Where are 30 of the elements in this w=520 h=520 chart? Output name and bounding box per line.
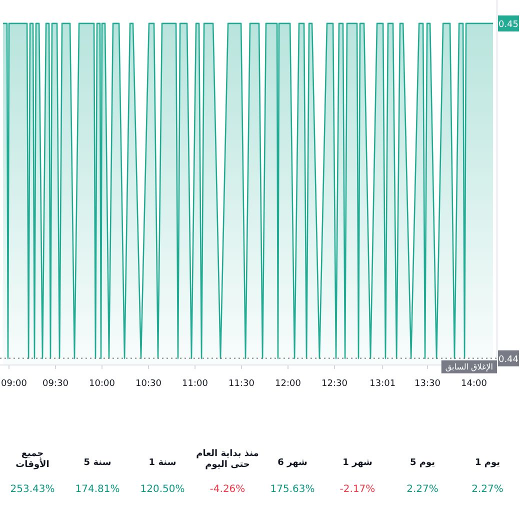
category-label: 1 شهر — [342, 458, 373, 468]
category-label: 5 سنة — [84, 458, 112, 468]
x-tick-label: 13:01 — [370, 379, 396, 389]
x-tick-label: 11:00 — [182, 379, 208, 389]
x-tick-label: 09:30 — [42, 379, 69, 389]
x-tick-label: 13:30 — [414, 379, 441, 389]
data-label: -2.17% — [340, 484, 376, 495]
y-tick-label: 0.44 — [498, 354, 519, 365]
x-tick-label: 09:00 — [1, 379, 28, 389]
category-label: 6 شهر — [278, 458, 308, 468]
category-label: 1 سنة — [148, 458, 176, 468]
y-tick-label: 0.45 — [498, 20, 519, 30]
data-label: 253.43% — [10, 484, 55, 495]
x-tick-label: 10:00 — [89, 379, 116, 389]
x-tick-label: 11:30 — [228, 379, 255, 389]
x-tick-label: 12:00 — [275, 379, 302, 389]
data-label: 120.50% — [140, 484, 185, 495]
x-tick-label: 14:00 — [461, 379, 488, 389]
x-tick-label: 12:30 — [322, 379, 348, 389]
data-label: 2.27% — [472, 484, 504, 495]
category-label: 1 يوم — [474, 458, 500, 468]
ref-line-label: الإغلاق السابق — [445, 362, 493, 372]
data-label: 2.27% — [406, 484, 438, 495]
category-label: جميع الأوقات — [16, 449, 50, 470]
category-label: 5 يوم — [410, 458, 436, 468]
data-label: 175.63% — [270, 484, 315, 495]
category-label: منذ بداية العام حتى اليوم — [196, 449, 259, 470]
x-tick-label: 10:30 — [136, 379, 162, 389]
data-label: -4.26% — [210, 484, 246, 495]
data-label: 174.81% — [75, 484, 120, 495]
